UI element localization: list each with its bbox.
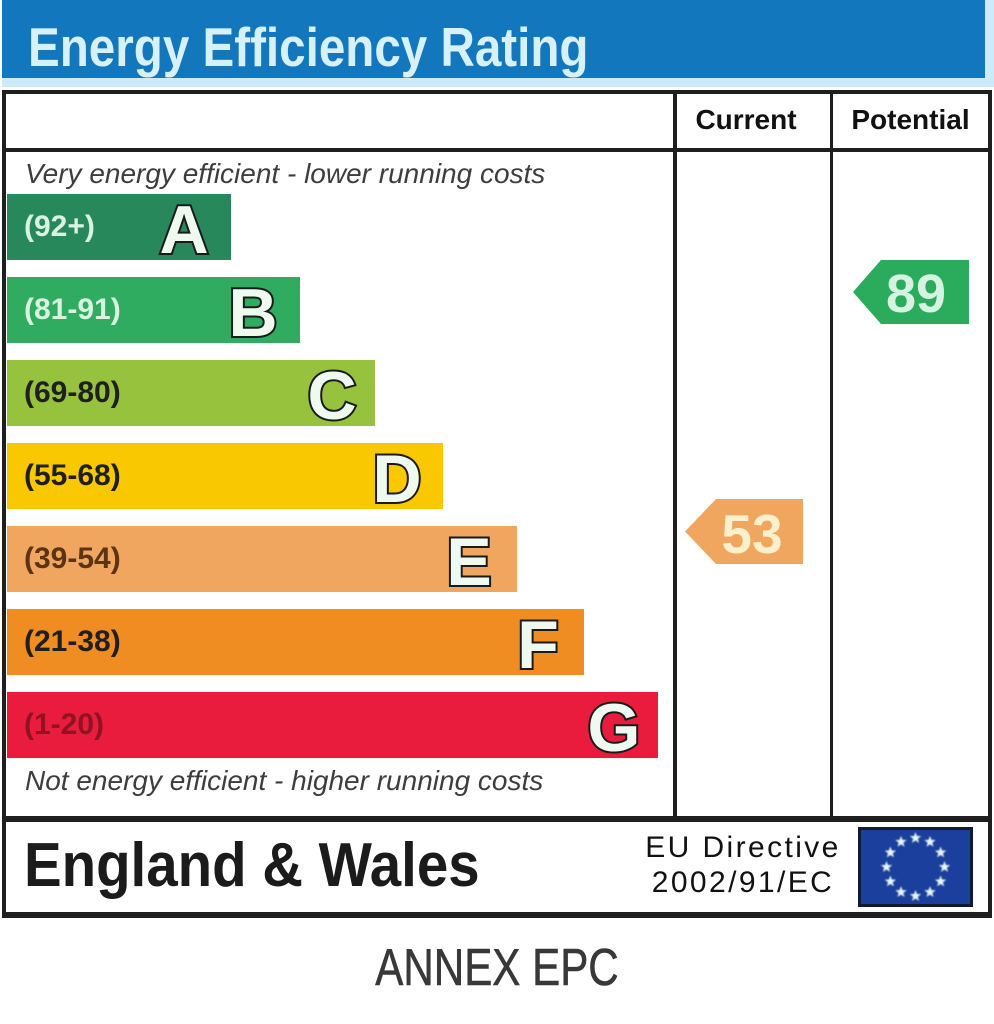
svg-text:A: A: [159, 192, 208, 263]
svg-text:F: F: [517, 607, 559, 678]
svg-text:E: E: [446, 524, 491, 595]
svg-text:B: B: [228, 275, 277, 346]
svg-text:89: 89: [886, 264, 946, 324]
svg-text:G: G: [588, 690, 641, 761]
svg-text:C: C: [307, 358, 356, 429]
svg-text:D: D: [372, 441, 421, 512]
svg-text:53: 53: [721, 503, 782, 564]
